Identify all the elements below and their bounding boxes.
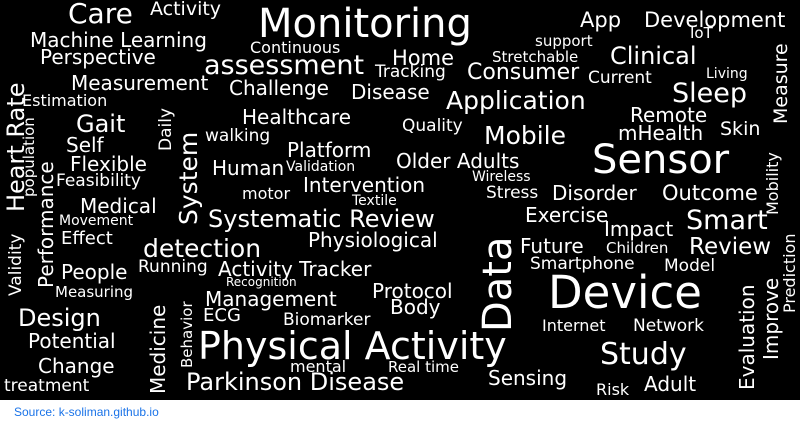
cloud-word-mhealth: mHealth [618, 121, 704, 145]
cloud-word-intervention: Intervention [303, 173, 426, 197]
cloud-word-flexible: Flexible [70, 152, 147, 176]
cloud-word-future: Future [520, 234, 584, 258]
cloud-word-treatment: treatment [4, 376, 90, 396]
cloud-word-care: Care [68, 0, 133, 30]
cloud-word-system: System [174, 131, 203, 225]
cloud-word-review: Review [689, 234, 772, 260]
cloud-word-children: Children [606, 239, 669, 257]
cloud-word-disorder: Disorder [552, 181, 637, 205]
cloud-word-mental: mental [290, 357, 347, 376]
cloud-word-improve: Improve [759, 277, 783, 360]
cloud-word-mobile: Mobile [484, 121, 567, 150]
cloud-word-quality: Quality [402, 116, 463, 136]
cloud-word-skin: Skin [720, 118, 761, 140]
cloud-word-risk: Risk [596, 380, 630, 399]
cloud-word-model: Model [664, 256, 716, 276]
cloud-word-stress: Stress [486, 183, 539, 203]
cloud-word-sleep: Sleep [672, 78, 748, 109]
cloud-word-physiological: Physiological [308, 228, 438, 252]
cloud-word-exercise: Exercise [525, 203, 609, 227]
cloud-word-app: App [580, 8, 622, 32]
cloud-word-smartphone: Smartphone [530, 254, 635, 274]
cloud-word-iot: IoT [690, 24, 713, 42]
cloud-word-clinical: Clinical [610, 42, 697, 70]
cloud-word-management: Management [205, 287, 337, 311]
cloud-word-physical-activity: Physical Activity [198, 324, 507, 368]
cloud-word-change: Change [38, 354, 115, 378]
cloud-word-consumer: Consumer [467, 60, 580, 85]
cloud-word-medicine: Medicine [146, 304, 170, 394]
cloud-word-platform: Platform [287, 138, 372, 162]
cloud-word-study: Study [600, 337, 687, 372]
cloud-word-protocol: Protocol [372, 279, 453, 303]
cloud-word-internet: Internet [542, 316, 606, 335]
cloud-word-remote: Remote [630, 103, 708, 127]
cloud-word-measuring: Measuring [55, 283, 134, 301]
cloud-word-application: Application [446, 86, 586, 115]
cloud-word-biomarker: Biomarker [283, 310, 371, 330]
cloud-word-ecg: ECG [203, 305, 241, 326]
cloud-word-stretchable: Stretchable [492, 48, 579, 66]
cloud-word-continuous: Continuous [250, 38, 341, 57]
cloud-word-prediction: Prediction [780, 233, 799, 313]
cloud-word-measure: Measure [770, 43, 792, 124]
cloud-word-older-adults: Older Adults [396, 149, 520, 173]
cloud-word-recognition: Recognition [226, 275, 297, 289]
cloud-word-monitoring: Monitoring [258, 1, 472, 47]
cloud-word-feasibility: Feasibility [56, 171, 141, 191]
cloud-word-network: Network [633, 316, 704, 336]
cloud-word-behavior: Behavior [178, 301, 196, 368]
cloud-word-perspective: Perspective [40, 45, 156, 69]
cloud-word-effect: Effect [61, 228, 113, 249]
cloud-word-performance: Performance [34, 161, 58, 288]
cloud-word-wireless: Wireless [472, 169, 531, 185]
cloud-word-activity-tracker: Activity Tracker [218, 257, 372, 281]
cloud-word-healthcare: Healthcare [242, 105, 352, 129]
cloud-word-gait: Gait [76, 110, 126, 138]
cloud-word-medical: Medical [80, 194, 157, 218]
cloud-word-potential: Potential [28, 329, 116, 353]
cloud-word-disease: Disease [351, 80, 430, 104]
cloud-word-challenge: Challenge [229, 76, 329, 100]
cloud-word-human: Human [212, 156, 285, 180]
cloud-word-device: Device [548, 266, 702, 319]
cloud-word-estimation: Estimation [22, 91, 108, 110]
cloud-word-body: Body [390, 295, 441, 319]
cloud-word-walking: walking [205, 126, 271, 146]
cloud-word-running: Running [138, 257, 208, 277]
word-cloud: Monitoring Care Activity App Development Mach… [0, 0, 800, 400]
cloud-word-real-time: Real time [388, 358, 459, 376]
cloud-word-motor: motor [242, 184, 291, 203]
cloud-word-support: support [535, 32, 593, 50]
cloud-word-daily: Daily [156, 107, 176, 151]
cloud-word-movement: Movement [59, 213, 134, 229]
cloud-word-machine-learning: Machine Learning [30, 28, 207, 52]
cloud-word-living: Living [706, 66, 748, 82]
cloud-word-self: Self [66, 133, 104, 157]
cloud-word-textile: Textile [352, 193, 397, 209]
cloud-word-assessment: assessment [204, 50, 365, 81]
cloud-word-sensor: Sensor [592, 137, 730, 183]
cloud-word-evaluation: Evaluation [735, 284, 759, 390]
cloud-word-development: Development [644, 8, 786, 32]
cloud-word-validity: Validity [6, 233, 26, 296]
cloud-word-data: Data [475, 236, 521, 332]
cloud-word-outcome: Outcome [662, 181, 758, 205]
cloud-word-systematic-review: Systematic Review [208, 205, 435, 233]
cloud-word-detection: detection [143, 234, 262, 263]
cloud-word-activity: Activity [150, 0, 222, 20]
cloud-word-design: Design [18, 304, 101, 332]
cloud-word-validation: Validation [286, 159, 356, 175]
cloud-word-people: People [61, 260, 128, 284]
cloud-word-current: Current [588, 68, 652, 88]
cloud-word-tracking: Tracking [375, 62, 446, 82]
cloud-word-parkinson-disease: Parkinson Disease [186, 368, 405, 396]
cloud-word-adult: Adult [644, 372, 697, 396]
cloud-word-sensing: Sensing [488, 366, 568, 390]
cloud-word-smart: Smart [686, 205, 768, 236]
cloud-word-measurement: Measurement [71, 71, 209, 95]
cloud-word-impact: Impact [604, 217, 674, 241]
source-link[interactable]: Source: k-soliman.github.io [14, 405, 159, 419]
cloud-word-home: Home [392, 46, 455, 70]
